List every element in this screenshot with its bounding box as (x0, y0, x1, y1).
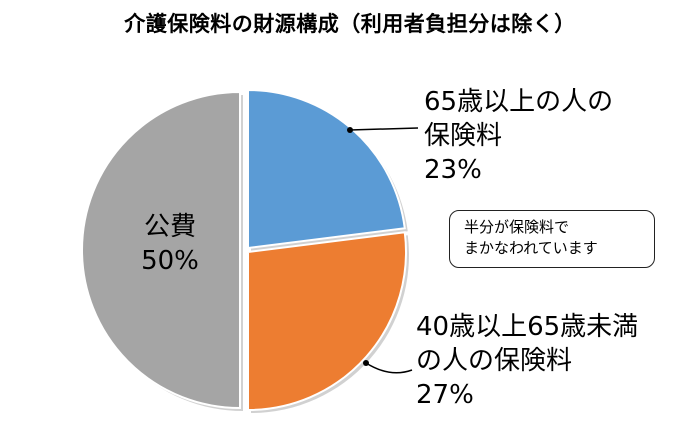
slice-label-line: 公費 (143, 212, 196, 242)
slice-label-public-funds: 公費 50% (124, 210, 216, 278)
leader-line-65-and-over-dot (347, 127, 353, 133)
slice-label-line: 40歳以上65歳未満 (416, 312, 639, 342)
pie-slice-40-to-64 (247, 231, 407, 412)
slice-pct: 27% (416, 380, 474, 410)
note-line: 半分が保険料で (464, 218, 570, 236)
slice-label-line: 保険料 (424, 121, 503, 151)
pie-slice-65-and-over (247, 88, 406, 250)
note-callout: 半分が保険料で まかなわれています (449, 210, 655, 268)
pie-slice-public-funds (81, 90, 241, 410)
slice-pct: 23% (424, 155, 482, 185)
chart-title: 介護保険料の財源構成（利用者負担分は除く） (124, 12, 576, 36)
leader-line-40-to-64-dot (363, 360, 369, 366)
slice-label-line: 65歳以上の人の (424, 87, 614, 117)
leader-line-40-to-64 (365, 362, 413, 374)
note-line: まかなわれています (464, 239, 598, 257)
slice-label-65-and-over: 65歳以上の人の 保険料 23% (424, 85, 613, 187)
slice-label-40-to-64: 40歳以上65歳未満 の人の保険料 27% (416, 310, 638, 412)
leader-line-65-and-over (349, 127, 419, 131)
slice-pct: 50% (141, 246, 199, 276)
slice-label-line: の人の保険料 (416, 346, 573, 376)
